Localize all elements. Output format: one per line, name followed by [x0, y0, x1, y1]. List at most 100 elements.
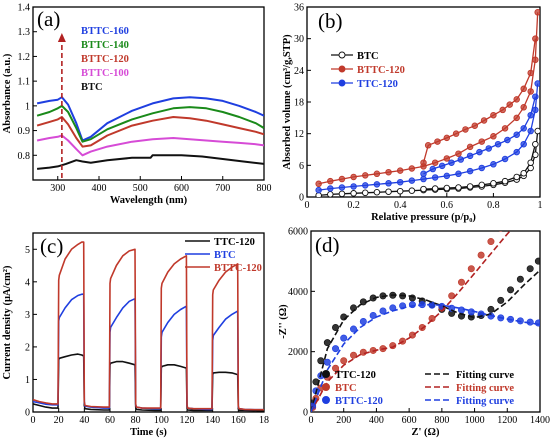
isotherm-point	[373, 188, 381, 196]
x-tick-label: 0.2	[347, 200, 360, 211]
isotherm-point	[532, 35, 539, 42]
legend-fit-label: Fitting curve	[456, 383, 514, 394]
isotherm-point	[457, 156, 465, 163]
isotherm-point	[534, 127, 540, 135]
plot-frame	[32, 232, 265, 413]
legend-label: BTTC-100	[81, 68, 129, 79]
isotherm-point	[513, 148, 520, 156]
isotherm-point	[373, 181, 381, 188]
isotherm-point	[396, 178, 404, 186]
arrow-head	[57, 33, 66, 42]
x-tick-label: 18	[259, 415, 269, 426]
nyquist-point	[487, 238, 495, 246]
y-tick-label: 36	[294, 3, 304, 14]
y-tick-label: 0	[303, 408, 308, 419]
y-tick-label: 30	[294, 34, 304, 45]
x-tick-label: 160	[231, 415, 246, 426]
nyquist-point	[332, 345, 340, 353]
x-tick-label: 0	[31, 415, 36, 426]
y-tick-label: 1	[25, 101, 30, 112]
x-tick-label: 200	[336, 415, 351, 426]
x-tick-label: 0.4	[394, 200, 407, 211]
x-tick-label: 120	[180, 415, 195, 426]
isotherm-point	[338, 190, 346, 197]
isotherm-point	[385, 180, 392, 187]
nyquist-point	[379, 307, 387, 315]
isotherm-point	[455, 150, 462, 157]
isotherm-point	[476, 148, 483, 156]
isotherm-point	[327, 177, 334, 185]
legend-marker	[322, 396, 330, 404]
y-axis-label: Absorbance (a.u.)	[2, 53, 13, 133]
y-tick-label: 0	[299, 193, 304, 204]
isotherm-point	[408, 165, 416, 172]
y-axis-label: -Z'' (Ω)	[278, 304, 289, 339]
isotherm-point	[362, 189, 369, 197]
legend-marker	[322, 383, 330, 391]
x-tick-label: 80	[131, 415, 141, 426]
panel-a-series	[36, 96, 264, 170]
legend-label: BTC	[214, 250, 236, 261]
isotherm-point	[431, 185, 439, 192]
isotherm-point	[443, 155, 451, 162]
isotherm-point	[527, 69, 534, 77]
x-tick-label: 40	[79, 415, 89, 426]
x-tick-label: 1	[538, 200, 543, 211]
nyquist-point	[507, 286, 515, 294]
isotherm-point	[466, 143, 474, 151]
isotherm-point	[520, 169, 527, 177]
isotherm-point	[466, 167, 474, 175]
isotherm-point	[490, 161, 497, 168]
photocurrent-line-bttc-120	[33, 241, 264, 411]
nyquist-point	[428, 314, 436, 322]
isotherm-point	[466, 183, 474, 190]
y-tick-label: 1.1	[18, 77, 31, 88]
isotherm-point	[485, 145, 492, 152]
legend-label: BTTC-120	[214, 263, 262, 274]
isotherm-point	[534, 9, 540, 16]
y-tick-label: 0.9	[18, 126, 31, 137]
y-tick-label: 1.3	[18, 27, 31, 38]
isotherm-point	[471, 122, 479, 129]
nyquist-point	[340, 357, 348, 365]
fitting-curve-line	[311, 269, 540, 412]
x-tick-label: 1000	[465, 415, 485, 426]
x-tick-label: 500	[133, 183, 148, 194]
nyquist-point	[477, 251, 485, 259]
x-axis-label: Z' (Ω)	[412, 427, 440, 438]
y-tick-label: 12	[294, 129, 304, 140]
x-tick-label: 0	[305, 200, 310, 211]
legend-fit-label: Fitting curve	[456, 370, 514, 381]
legend-fit-label: Fitting curve	[456, 396, 514, 407]
isotherm-point	[520, 140, 527, 148]
nyquist-point	[487, 305, 495, 313]
isotherm-point	[338, 184, 346, 191]
isotherm-point	[504, 136, 511, 144]
nyquist-point	[498, 231, 503, 232]
legend-label: BTTC-120	[335, 396, 383, 407]
y-tick-label: 0	[25, 408, 30, 419]
isotherm-point	[443, 134, 451, 142]
x-tick-label: 300	[50, 183, 65, 194]
legend-marker	[338, 51, 346, 59]
isotherm-point	[534, 80, 540, 87]
y-tick-label: 1.4	[18, 3, 31, 14]
legend-label: TTC-120	[357, 79, 398, 90]
isotherm-point	[527, 88, 534, 95]
legend-label: BTTC-120	[357, 65, 405, 76]
isotherm-point	[338, 175, 346, 183]
isotherm-point	[420, 185, 427, 193]
x-tick-label: 800	[257, 183, 272, 194]
x-tick-label: 140	[205, 415, 220, 426]
isotherm-point	[532, 93, 539, 100]
isotherm-point	[501, 125, 509, 132]
legend-marker	[338, 79, 346, 87]
nyquist-point	[359, 317, 367, 325]
x-tick-label: 60	[105, 415, 115, 426]
isotherm-point	[350, 183, 357, 190]
isotherm-point	[494, 140, 502, 148]
y-tick-label: 3	[25, 310, 30, 321]
isotherm-point	[362, 172, 369, 179]
nyquist-point	[516, 275, 524, 283]
